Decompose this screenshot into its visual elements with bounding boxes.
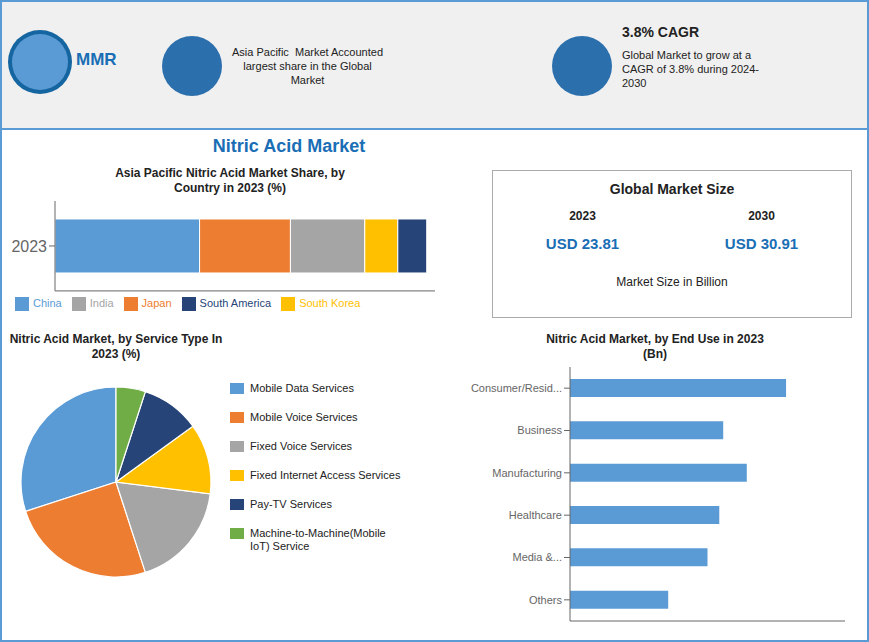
html-text:Nitric Acid Market: Nitric Acid Market [212, 136, 366, 156]
svg-text:Others: Others [529, 594, 563, 606]
html-text:Global Market Size: Global Market Size [609, 181, 735, 197]
html-text:USD 23.81: USD 23.81 [545, 235, 620, 252]
html-text:Nitric Acid Market, by Service: Nitric Acid Market, by Service Type In 2… [9, 332, 223, 361]
html-text:3.8% CAGR: 3.8% CAGR [622, 24, 699, 40]
svg-text:Consumer/Resid...: Consumer/Resid... [471, 382, 562, 394]
html-text:2023: 2023 [569, 209, 596, 223]
html-text:Pay-TV Services: Pay-TV Services [250, 498, 332, 510]
svg-text:2023: 2023 [11, 238, 47, 255]
html-text:Global Market to grow at a CAG: Global Market to grow at a CAGR of 3.8% … [622, 49, 759, 89]
html-text:Machine-to-Machine(Mobile IoT): Machine-to-Machine(Mobile IoT) Service [250, 527, 386, 552]
html-text:MMR: MMR [76, 50, 117, 69]
svg-text:Manufacturing: Manufacturing [492, 467, 562, 479]
html-text:Market Size in Billion: Market Size in Billion [616, 275, 728, 289]
svg-text:Healthcare: Healthcare [509, 509, 562, 521]
html-text:Mobile Voice Services: Mobile Voice Services [250, 411, 358, 423]
html-text:South America: South America [199, 296, 272, 309]
html-text:Fixed Internet Access Services: Fixed Internet Access Services [250, 469, 401, 481]
html-text:Nitric Acid Market, by End Use: Nitric Acid Market, by End Use in 2023 (… [546, 332, 764, 361]
html-text:2030: 2030 [748, 209, 775, 223]
svg-text:Business: Business [517, 424, 562, 436]
html-text:Fixed Voice Services: Fixed Voice Services [250, 440, 353, 452]
html-text:India: India [89, 296, 114, 309]
html-text:USD 30.91: USD 30.91 [724, 235, 799, 252]
html-text:Asia Pacific Market Accounted: Asia Pacific Market Accounted largest sh… [232, 46, 383, 86]
html-text:Mobile Data Services: Mobile Data Services [250, 382, 354, 394]
html-text:Asia Pacific Nitric Acid Marke: Asia Pacific Nitric Acid Market Share, b… [115, 166, 345, 195]
html-text:China: China [33, 296, 62, 309]
html-text:Japan: Japan [141, 296, 172, 309]
svg-text:Media &...: Media &... [512, 551, 562, 563]
html-text:South Korea: South Korea [299, 296, 361, 309]
